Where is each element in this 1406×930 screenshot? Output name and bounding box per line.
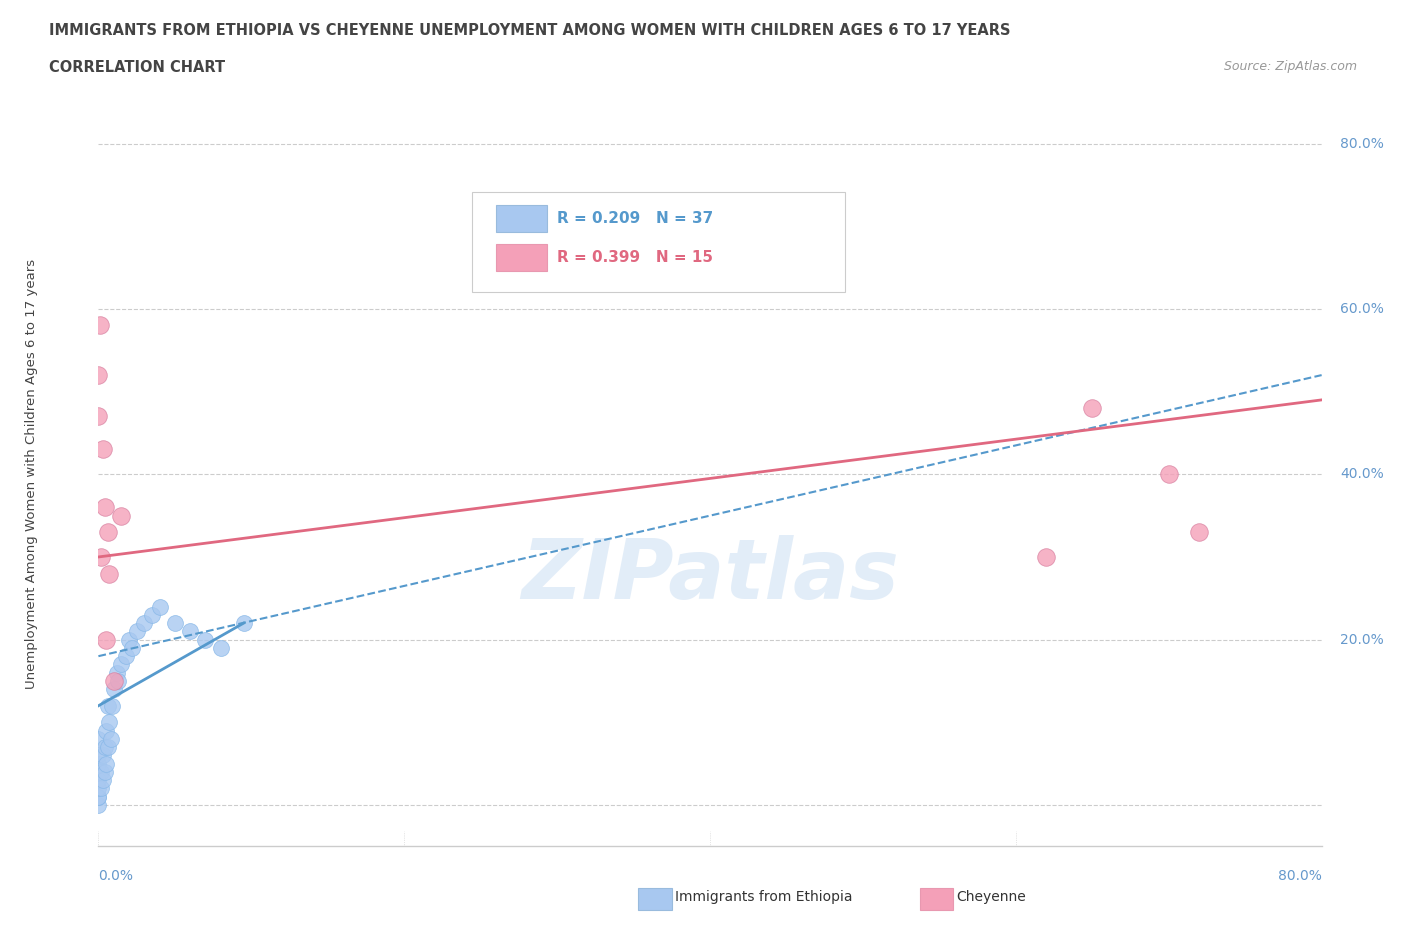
Point	[91, 773, 114, 788]
Point	[94, 632, 117, 647]
Point	[87, 756, 110, 771]
Text: IMMIGRANTS FROM ETHIOPIA VS CHEYENNE UNEMPLOYMENT AMONG WOMEN WITH CHILDREN AGES: IMMIGRANTS FROM ETHIOPIA VS CHEYENNE UNE…	[49, 23, 1011, 38]
Point	[118, 632, 141, 647]
Point	[97, 525, 120, 539]
Point	[91, 748, 114, 763]
FancyBboxPatch shape	[496, 205, 547, 232]
Point	[134, 616, 156, 631]
Text: Immigrants from Ethiopia: Immigrants from Ethiopia	[675, 890, 852, 905]
Point	[1157, 467, 1180, 482]
Point	[89, 318, 111, 333]
Text: 80.0%: 80.0%	[1340, 137, 1384, 151]
Point	[87, 790, 110, 804]
Text: Unemployment Among Women with Children Ages 6 to 17 years: Unemployment Among Women with Children A…	[25, 259, 38, 689]
Point	[87, 773, 110, 788]
Point	[105, 665, 128, 680]
Point	[90, 781, 112, 796]
Point	[90, 550, 112, 565]
Point	[103, 682, 125, 697]
Point	[107, 673, 129, 688]
Point	[94, 756, 117, 771]
Point	[125, 624, 148, 639]
Point	[93, 500, 115, 515]
Point	[87, 731, 110, 746]
Text: 40.0%: 40.0%	[1340, 467, 1384, 482]
Point	[194, 632, 217, 647]
Point	[87, 798, 110, 813]
Point	[87, 790, 110, 804]
Text: ZIPatlas: ZIPatlas	[522, 535, 898, 616]
Point	[90, 764, 112, 779]
Point	[121, 641, 143, 656]
Point	[97, 698, 120, 713]
Point	[91, 442, 114, 457]
Point	[100, 731, 122, 746]
Text: Cheyenne: Cheyenne	[956, 890, 1026, 905]
Point	[115, 649, 138, 664]
Point	[110, 657, 132, 671]
Point	[97, 739, 120, 754]
Point	[94, 724, 117, 738]
Point	[141, 607, 163, 622]
Text: 80.0%: 80.0%	[1278, 869, 1322, 883]
Point	[103, 673, 125, 688]
Text: 60.0%: 60.0%	[1340, 302, 1384, 316]
Text: CORRELATION CHART: CORRELATION CHART	[49, 60, 225, 75]
Point	[179, 624, 201, 639]
Text: R = 0.399   N = 15: R = 0.399 N = 15	[557, 250, 713, 265]
Point	[1035, 550, 1057, 565]
Point	[93, 764, 115, 779]
Point	[163, 616, 186, 631]
Point	[1188, 525, 1211, 539]
Text: 20.0%: 20.0%	[1340, 632, 1384, 646]
Point	[87, 367, 110, 382]
FancyBboxPatch shape	[471, 192, 845, 292]
Point	[87, 781, 110, 796]
Point	[87, 409, 110, 424]
Point	[149, 599, 172, 614]
Point	[98, 566, 121, 581]
Text: 0.0%: 0.0%	[98, 869, 134, 883]
Point	[232, 616, 254, 631]
Point	[1081, 401, 1104, 416]
Text: Source: ZipAtlas.com: Source: ZipAtlas.com	[1223, 60, 1357, 73]
Point	[101, 698, 124, 713]
Point	[87, 748, 110, 763]
Point	[209, 641, 232, 656]
Point	[93, 739, 115, 754]
Point	[98, 715, 121, 730]
Point	[110, 508, 132, 523]
Text: R = 0.209   N = 37: R = 0.209 N = 37	[557, 211, 713, 226]
FancyBboxPatch shape	[496, 245, 547, 272]
